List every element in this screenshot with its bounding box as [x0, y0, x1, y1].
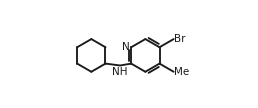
Text: Me: Me	[174, 67, 189, 77]
Text: N: N	[122, 42, 130, 52]
Text: NH: NH	[112, 67, 127, 77]
Text: Br: Br	[174, 34, 186, 44]
